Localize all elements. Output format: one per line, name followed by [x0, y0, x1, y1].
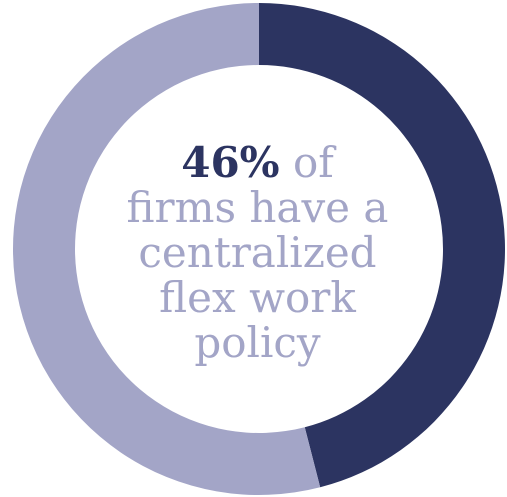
center-line-3: centralized — [138, 228, 377, 277]
center-label: 46% of firms have a centralized flex wor… — [115, 140, 400, 365]
highlight-percent: 46% — [181, 138, 280, 187]
donut-slice-0 — [259, 3, 505, 488]
center-line-5: policy — [194, 318, 321, 367]
donut-slice-1 — [12, 3, 321, 495]
center-line-4: flex work — [159, 273, 356, 322]
center-line-2: firms have a — [126, 183, 389, 232]
center-line-1-rest: of — [292, 138, 334, 187]
center-line-1: 46% of — [115, 140, 400, 185]
